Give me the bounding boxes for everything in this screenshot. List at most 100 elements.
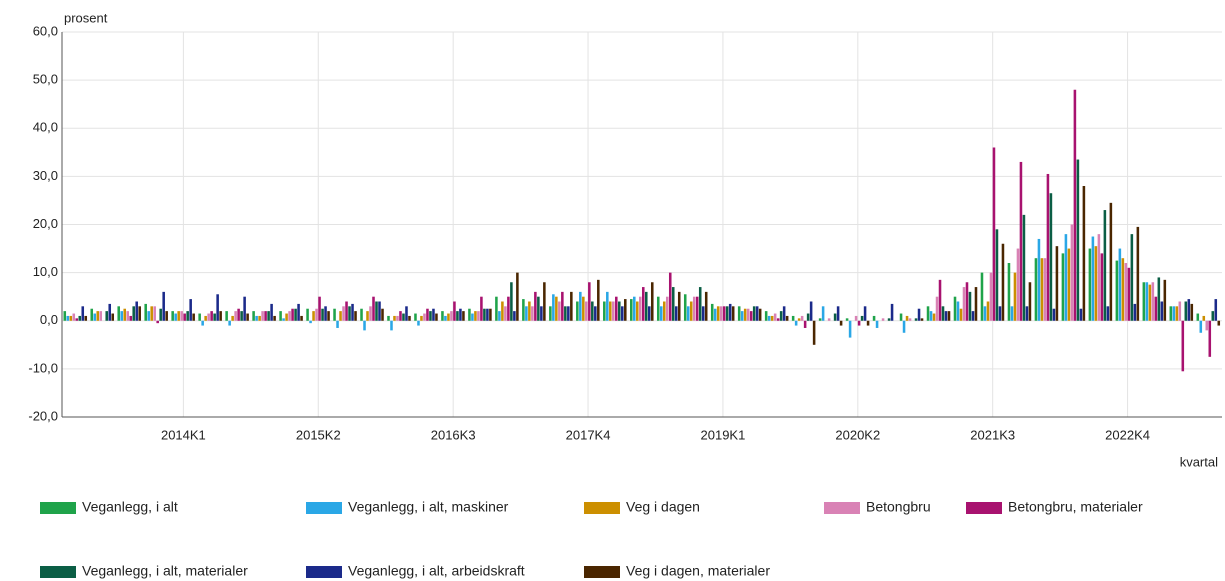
bar xyxy=(213,313,216,321)
bar xyxy=(336,320,339,328)
bar xyxy=(812,320,816,345)
x-tick-label: 2017K4 xyxy=(566,427,611,442)
bar xyxy=(351,303,354,321)
bar xyxy=(971,311,975,321)
bar xyxy=(387,315,390,321)
bar xyxy=(117,306,121,321)
bar xyxy=(567,306,570,321)
bar xyxy=(737,306,741,321)
bar xyxy=(537,296,540,321)
bar xyxy=(1181,320,1185,372)
bar xyxy=(914,318,918,321)
bar xyxy=(90,308,94,321)
bar xyxy=(1064,234,1068,321)
bar xyxy=(123,308,126,321)
legend-label: Betongbru, materialer xyxy=(1008,499,1143,515)
legend-swatch xyxy=(824,502,860,514)
x-tick-label: 2022K4 xyxy=(1105,427,1150,442)
bar xyxy=(483,308,486,321)
x-tick-label: 2015K2 xyxy=(296,427,341,442)
bar xyxy=(324,306,327,321)
bar xyxy=(189,299,192,321)
bar xyxy=(159,308,162,321)
bar xyxy=(477,311,480,321)
bar xyxy=(63,311,67,321)
bar xyxy=(854,315,858,321)
bar xyxy=(462,311,465,321)
bar xyxy=(659,306,663,321)
bar xyxy=(710,303,714,321)
bar xyxy=(1103,210,1107,321)
bar xyxy=(96,311,100,321)
bar xyxy=(1187,299,1191,321)
bar xyxy=(818,318,822,321)
bar xyxy=(1184,301,1188,321)
bar xyxy=(105,311,109,321)
bar xyxy=(621,306,624,321)
x-tick-label: 2020K2 xyxy=(835,427,880,442)
bar xyxy=(318,296,321,321)
bar xyxy=(1208,320,1212,357)
bar xyxy=(860,315,864,321)
bar xyxy=(348,306,351,321)
bar xyxy=(974,287,978,321)
bar xyxy=(1109,202,1113,321)
bar xyxy=(264,311,267,321)
bar xyxy=(495,296,498,321)
bar xyxy=(1025,306,1029,321)
bar xyxy=(692,296,696,321)
bar xyxy=(731,306,735,321)
bar xyxy=(132,306,135,321)
bar xyxy=(156,320,159,324)
bar xyxy=(378,301,381,321)
bar xyxy=(468,308,471,321)
bar xyxy=(513,311,516,321)
bar xyxy=(312,311,315,321)
bar xyxy=(129,315,132,321)
bar xyxy=(279,311,282,321)
bar xyxy=(728,303,732,321)
bar xyxy=(240,311,243,321)
bar xyxy=(644,291,648,321)
bar xyxy=(740,311,744,321)
bar xyxy=(207,313,210,321)
bar xyxy=(432,308,435,321)
bar xyxy=(288,311,291,321)
bar xyxy=(713,308,717,321)
bar xyxy=(444,315,447,321)
y-tick-label: -20,0 xyxy=(28,408,58,423)
bar xyxy=(630,299,633,321)
bar xyxy=(929,311,933,321)
bar xyxy=(1217,320,1221,326)
bar xyxy=(192,313,195,321)
bar xyxy=(1079,308,1083,321)
bar xyxy=(93,313,97,321)
bar xyxy=(671,287,675,321)
bar xyxy=(1148,284,1152,321)
bar xyxy=(285,313,288,321)
bar xyxy=(552,294,555,321)
bar xyxy=(549,306,552,321)
bar xyxy=(1133,303,1137,321)
bar xyxy=(1001,243,1005,321)
bar xyxy=(453,301,456,321)
bar xyxy=(1172,306,1176,321)
bar xyxy=(606,291,609,321)
bar xyxy=(297,303,300,321)
bar xyxy=(992,147,996,321)
legend: Veganlegg, i alt Veganlegg, i alt, maskin… xyxy=(40,499,1143,579)
bar xyxy=(540,306,543,321)
bar xyxy=(147,311,150,321)
bar xyxy=(543,282,546,321)
bar xyxy=(327,311,330,321)
bar xyxy=(1013,272,1017,321)
bar xyxy=(204,315,207,321)
bar xyxy=(144,303,147,321)
bar xyxy=(986,301,990,321)
bar xyxy=(111,313,115,321)
bar xyxy=(435,313,438,321)
bar xyxy=(809,301,813,321)
bar xyxy=(528,301,531,321)
bar xyxy=(516,272,519,321)
bar xyxy=(848,320,852,338)
